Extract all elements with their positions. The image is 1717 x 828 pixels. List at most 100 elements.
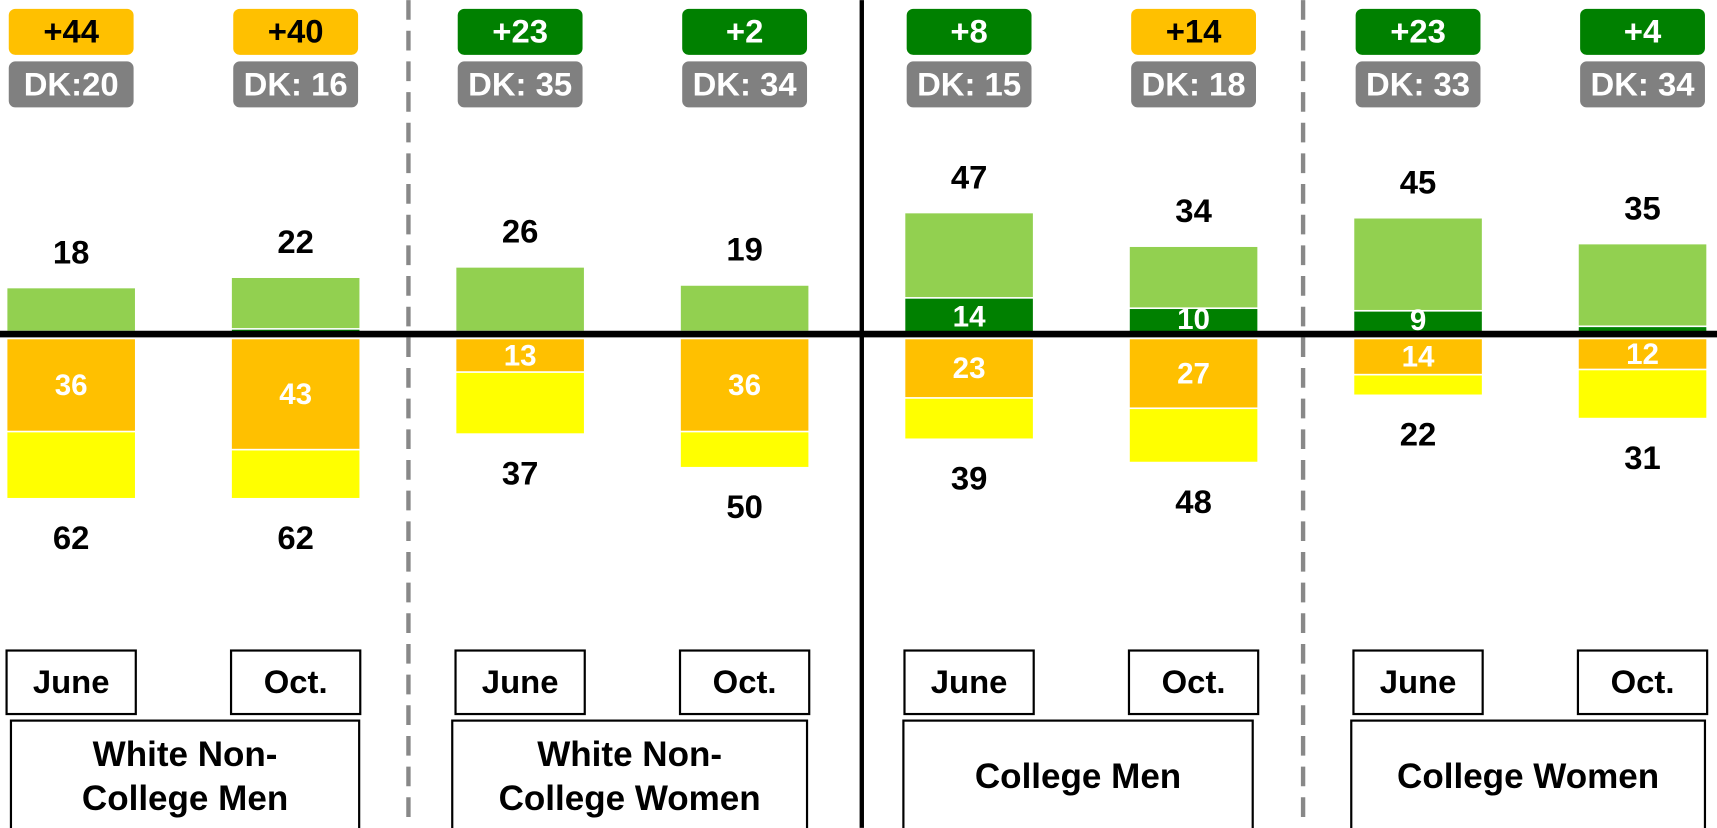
group-box	[9, 719, 361, 828]
month-box	[678, 649, 811, 716]
dk-label: DK: 35	[468, 65, 572, 102]
dk-badge	[682, 61, 808, 108]
negative-strong-label: 36	[55, 369, 88, 402]
month-label: Oct.	[713, 663, 777, 700]
dk-badge	[1355, 61, 1481, 108]
positive-total-label: 19	[726, 231, 763, 268]
bar-negative-strong	[1128, 337, 1260, 410]
bar-positive-total	[5, 286, 137, 335]
negative-total-label: 22	[1400, 416, 1437, 453]
net-label: +40	[268, 13, 324, 50]
net-badge	[682, 8, 808, 55]
month-box	[5, 649, 137, 716]
positive-total-label: 18	[53, 233, 90, 270]
net-badge	[233, 8, 359, 55]
dk-label: DK: 34	[693, 65, 798, 102]
positive-total-label: 22	[277, 223, 314, 260]
group-label: College Women	[1397, 757, 1659, 796]
net-label: +23	[1390, 13, 1446, 50]
positive-strong-label: 9	[1410, 304, 1426, 337]
negative-strong-label: 36	[728, 369, 761, 402]
month-box	[229, 649, 362, 716]
net-badge	[8, 8, 134, 55]
dk-badge	[8, 61, 134, 108]
positive-total-label: 26	[502, 213, 539, 250]
net-label: +8	[950, 13, 987, 50]
positive-total-label: 47	[951, 158, 988, 195]
bar-negative-strong	[1577, 337, 1708, 371]
negative-total-label: 62	[53, 519, 90, 556]
positive-strong-label: 10	[1177, 303, 1210, 336]
bar-negative-strong	[1352, 337, 1484, 376]
group-box	[902, 719, 1254, 828]
group-box	[1350, 719, 1707, 828]
month-label: Oct.	[1162, 663, 1226, 700]
net-label: +14	[1166, 13, 1222, 50]
net-badge	[1580, 8, 1705, 55]
net-badge	[906, 8, 1032, 55]
dk-label: DK: 16	[244, 65, 348, 102]
negative-strong-label: 14	[1402, 341, 1435, 374]
negative-total-label: 50	[726, 488, 763, 525]
month-box	[454, 649, 586, 716]
positive-total-label: 45	[1400, 164, 1437, 201]
dk-label: DK: 34	[1591, 65, 1696, 102]
bar-negative-strong	[454, 337, 586, 373]
positive-total-label: 35	[1624, 189, 1661, 226]
positive-total-label: 34	[1175, 192, 1212, 229]
negative-total-label: 39	[951, 460, 988, 497]
group-box	[451, 719, 809, 828]
bar-positive-total	[230, 276, 362, 335]
group-label: College Women	[499, 779, 761, 818]
group-label: White Non-	[93, 735, 278, 774]
negative-strong-label: 12	[1626, 338, 1659, 371]
month-box	[1576, 649, 1709, 716]
bar-positive-total	[679, 284, 811, 335]
negative-total-label: 62	[277, 519, 314, 556]
month-box	[1127, 649, 1260, 716]
month-label: Oct.	[264, 663, 328, 700]
negative-strong-label: 43	[279, 378, 312, 411]
bar-negative-strong	[230, 337, 362, 451]
month-box	[1352, 649, 1484, 716]
dk-badge	[233, 61, 359, 108]
group-label: White Non-	[537, 735, 722, 774]
bar-positive-total	[1577, 242, 1708, 335]
month-label: June	[1380, 663, 1457, 700]
net-badge	[1355, 8, 1481, 55]
bar-negative-strong	[903, 337, 1035, 399]
bar-positive-total	[454, 266, 586, 335]
net-label: +23	[492, 13, 548, 50]
dk-label: DK:20	[24, 65, 119, 102]
month-label: June	[482, 663, 559, 700]
month-box	[903, 649, 1035, 716]
dk-badge	[1131, 61, 1256, 108]
dk-label: DK: 15	[917, 65, 1021, 102]
group-label: College Men	[975, 757, 1181, 796]
dk-badge	[457, 61, 583, 108]
net-label: +44	[43, 13, 99, 50]
net-badge	[457, 8, 583, 55]
group-label: College Men	[82, 779, 288, 818]
month-label: June	[33, 663, 110, 700]
dk-label: DK: 18	[1142, 65, 1246, 102]
dk-badge	[1580, 61, 1705, 108]
bar-negative-strong	[679, 337, 811, 433]
negative-total-label: 31	[1624, 439, 1661, 476]
month-label: June	[931, 663, 1008, 700]
negative-strong-label: 13	[504, 339, 537, 372]
dk-badge	[906, 61, 1032, 108]
net-badge	[1131, 8, 1256, 55]
month-label: Oct.	[1611, 663, 1675, 700]
dk-label: DK: 33	[1366, 65, 1470, 102]
net-label: +4	[1624, 13, 1662, 50]
bar-negative-strong	[5, 337, 137, 433]
negative-total-label: 48	[1175, 483, 1212, 520]
net-label: +2	[726, 13, 763, 50]
negative-strong-label: 23	[953, 352, 986, 385]
negative-total-label: 37	[502, 454, 539, 491]
positive-strong-label: 14	[953, 301, 986, 334]
negative-strong-label: 27	[1177, 357, 1210, 390]
